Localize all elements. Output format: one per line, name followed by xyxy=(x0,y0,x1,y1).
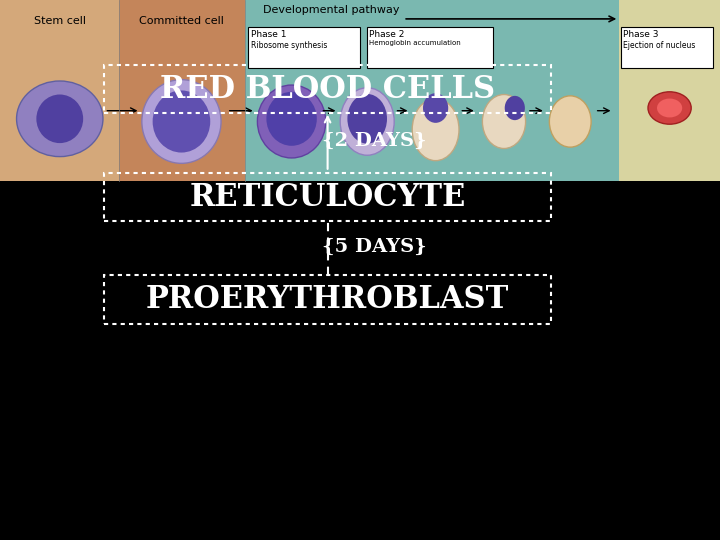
Bar xyxy=(104,275,551,324)
Text: {2 DAYS}: {2 DAYS} xyxy=(322,131,427,150)
Ellipse shape xyxy=(142,79,221,163)
Ellipse shape xyxy=(36,94,84,143)
Text: Committed cell: Committed cell xyxy=(139,16,224,26)
Ellipse shape xyxy=(657,98,683,118)
Text: Hemoglobin accumulation: Hemoglobin accumulation xyxy=(369,40,461,46)
Text: RETICULOCYTE: RETICULOCYTE xyxy=(189,181,466,213)
Bar xyxy=(245,0,619,181)
Bar xyxy=(619,0,720,181)
Text: Ribosome synthesis: Ribosome synthesis xyxy=(251,40,327,50)
FancyBboxPatch shape xyxy=(367,27,493,68)
Ellipse shape xyxy=(17,81,103,157)
Text: Phase 2: Phase 2 xyxy=(369,30,405,39)
Ellipse shape xyxy=(412,98,459,161)
Ellipse shape xyxy=(549,96,591,147)
Ellipse shape xyxy=(423,93,448,123)
Ellipse shape xyxy=(482,94,526,149)
Text: Phase 1: Phase 1 xyxy=(251,30,286,39)
Ellipse shape xyxy=(648,92,691,124)
Ellipse shape xyxy=(340,87,395,156)
FancyBboxPatch shape xyxy=(248,27,360,68)
Text: Stem cell: Stem cell xyxy=(34,16,86,26)
Bar xyxy=(104,173,551,221)
Ellipse shape xyxy=(153,90,210,152)
Bar xyxy=(119,0,245,181)
Text: Ejection of nucleus: Ejection of nucleus xyxy=(623,40,696,50)
Ellipse shape xyxy=(258,85,325,158)
Text: Developmental pathway: Developmental pathway xyxy=(263,5,400,16)
Ellipse shape xyxy=(347,94,387,144)
FancyBboxPatch shape xyxy=(621,27,713,68)
Ellipse shape xyxy=(505,96,525,120)
Text: PROERYTHROBLAST: PROERYTHROBLAST xyxy=(146,284,509,315)
Bar xyxy=(104,65,551,113)
Text: RED BLOOD CELLS: RED BLOOD CELLS xyxy=(160,73,495,105)
Ellipse shape xyxy=(266,92,317,146)
Bar xyxy=(0,0,119,181)
Text: {5 DAYS}: {5 DAYS} xyxy=(322,238,427,256)
Text: Phase 3: Phase 3 xyxy=(623,30,658,39)
